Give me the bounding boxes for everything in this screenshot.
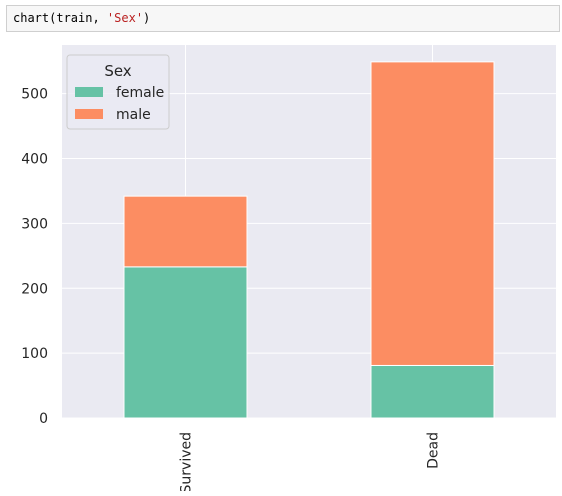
y-tick-label: 0 — [39, 411, 48, 427]
legend-swatch-male — [75, 109, 103, 119]
y-tick-label: 300 — [21, 216, 48, 232]
y-tick-label: 100 — [21, 346, 48, 362]
y-tick-label: 400 — [21, 152, 48, 168]
legend-title: Sex — [104, 62, 131, 80]
bar-female-survived — [123, 266, 248, 419]
legend-label-female: female — [116, 85, 164, 101]
legend-swatch-female — [75, 87, 103, 97]
code-text-call: chart(train, — [13, 11, 107, 25]
x-tick-label: Survived — [179, 432, 195, 491]
x-tick-label: Dead — [426, 432, 442, 469]
code-cell[interactable]: chart(train, 'Sex') — [6, 5, 560, 32]
y-tick-label: 200 — [21, 281, 48, 297]
bar-male-survived — [123, 195, 248, 268]
bar-male-dead — [370, 61, 495, 366]
x-axis-tick-labels: Survived Dead — [179, 432, 442, 493]
bar-female-dead — [370, 364, 495, 419]
code-text-argument: 'Sex' — [106, 11, 144, 25]
y-tick-label: 500 — [21, 87, 48, 103]
legend: Sex female male — [66, 54, 170, 130]
bars — [123, 61, 495, 419]
y-axis-tick-labels: 0 100 200 300 400 500 — [21, 87, 48, 427]
legend-label-male: male — [116, 107, 151, 123]
code-text-suffix: ) — [143, 11, 151, 25]
